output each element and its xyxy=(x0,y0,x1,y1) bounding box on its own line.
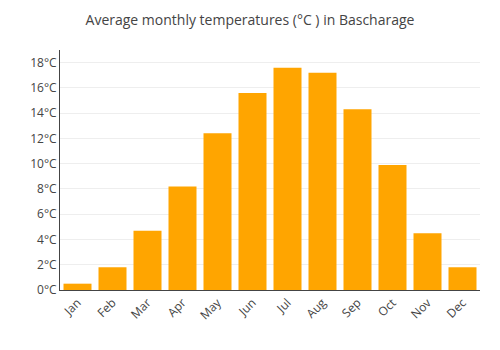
svg-text:18°C: 18°C xyxy=(30,54,57,71)
svg-text:Mar: Mar xyxy=(127,294,155,322)
svg-text:Oct: Oct xyxy=(374,294,400,320)
svg-text:16°C: 16°C xyxy=(30,79,57,96)
svg-text:4°C: 4°C xyxy=(37,231,57,248)
svg-text:Nov: Nov xyxy=(407,294,435,322)
svg-text:Jan: Jan xyxy=(60,294,85,319)
svg-text:Sep: Sep xyxy=(338,294,365,321)
svg-text:6°C: 6°C xyxy=(37,205,57,222)
svg-text:Apr: Apr xyxy=(164,294,190,320)
svg-text:8°C: 8°C xyxy=(37,180,57,197)
svg-text:Aug: Aug xyxy=(302,294,330,322)
svg-text:0°C: 0°C xyxy=(37,281,57,298)
svg-text:Dec: Dec xyxy=(443,294,470,321)
svg-text:May: May xyxy=(196,294,225,323)
svg-text:10°C: 10°C xyxy=(30,155,57,172)
svg-text:Feb: Feb xyxy=(93,294,119,320)
svg-text:12°C: 12°C xyxy=(30,130,57,147)
svg-text:Jul: Jul xyxy=(272,294,294,316)
svg-text:Jun: Jun xyxy=(234,294,259,319)
svg-text:Average monthly temperatures (: Average monthly temperatures (°C ) in Ba… xyxy=(86,10,415,29)
svg-text:14°C: 14°C xyxy=(30,104,57,121)
svg-text:2°C: 2°C xyxy=(37,256,57,273)
